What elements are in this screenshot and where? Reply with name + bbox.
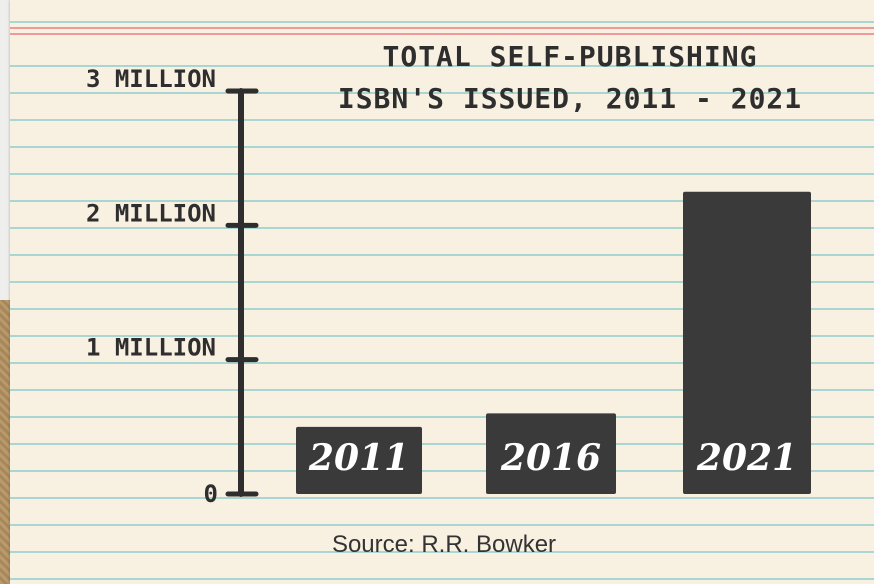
bar-2016 [486, 413, 616, 494]
bar-label-2021: 2021 [696, 437, 797, 479]
y-tick-label: 2 MILLION [86, 199, 216, 227]
bar-label-2011: 2011 [308, 437, 409, 479]
bar-label-2016: 2016 [500, 437, 601, 479]
card-red-line [10, 27, 874, 29]
bar-2011 [296, 426, 422, 494]
y-tick-label: 3 MILLION [86, 65, 216, 93]
y-tick-label: 1 MILLION [86, 334, 216, 362]
y-axis-ticks: 0 1 MILLION 2 MILLION 3 MILLION [86, 65, 259, 508]
chart-title-line-2: ISBN'S ISSUED, 2011 - 2021 [338, 82, 802, 115]
y-tick-label: 0 [204, 480, 218, 508]
chart-title-line-1: TOTAL SELF-PUBLISHING [382, 40, 757, 73]
bars: 2011 2016 2021 [296, 191, 811, 494]
card-red-line [10, 33, 874, 35]
bar-2021 [683, 191, 811, 494]
source-note: Source: R.R. Bowker [332, 531, 556, 558]
